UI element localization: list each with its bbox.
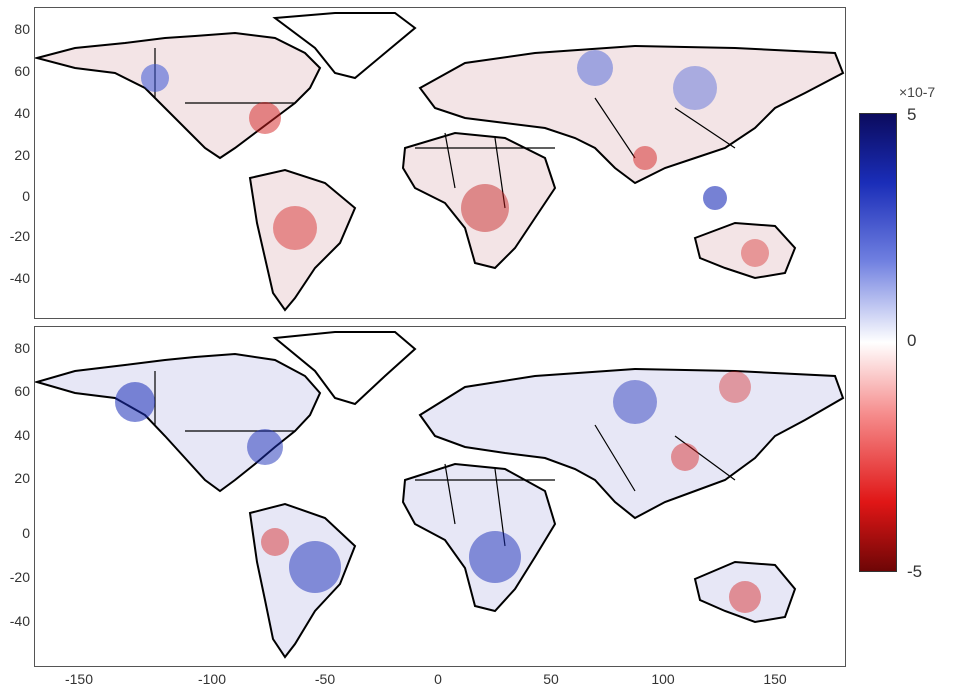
colorbar-min-label: -5	[907, 562, 923, 581]
greenland-landmass	[272, 12, 417, 80]
x-tick-label: 150	[763, 671, 787, 687]
top-map-anomaly-pattern	[141, 50, 769, 267]
y-tick-label: 60	[14, 383, 30, 399]
colorbar-max-label: 5	[907, 105, 917, 124]
x-tick-label: 100	[651, 671, 675, 687]
greenland-landmass	[272, 331, 417, 406]
x-tick-label: 50	[543, 671, 559, 687]
top-map-panel	[34, 7, 846, 319]
y-tick-label: 20	[14, 470, 30, 486]
eurasia-landmass	[418, 367, 845, 520]
y-tick-label: -20	[9, 228, 30, 244]
y-tick-label: 0	[22, 525, 30, 541]
colorbar	[859, 113, 897, 572]
bottom-map-svg	[35, 331, 845, 659]
north-america-landmass	[35, 31, 322, 160]
bottom-map-anomaly-pattern	[115, 371, 761, 613]
x-tick-label: 0	[434, 671, 442, 687]
bottom-map-panel	[34, 326, 846, 667]
y-tick-label: -20	[9, 569, 30, 585]
australia-landmass	[693, 221, 797, 280]
eurasia-landmass	[418, 44, 845, 185]
y-tick-label: 40	[14, 105, 30, 121]
africa-landmass	[401, 131, 557, 270]
colorbar-exponent-label: ×10-7	[899, 84, 936, 100]
south-america-landmass	[248, 168, 357, 312]
x-tick-label: -50	[314, 671, 336, 687]
x-tick-label: -150	[64, 671, 94, 687]
y-tick-label: 0	[22, 188, 30, 204]
y-tick-label: -40	[9, 613, 30, 629]
y-tick-label: -40	[9, 270, 30, 286]
top-map-svg	[35, 12, 845, 312]
north-america-landmass	[35, 352, 322, 493]
australia-landmass	[693, 560, 797, 624]
colorbar-mid-label: 0	[907, 331, 917, 350]
y-tick-label: 40	[14, 427, 30, 443]
y-tick-label: 20	[14, 147, 30, 163]
y-tick-label: 60	[14, 63, 30, 79]
y-tick-label: 80	[14, 340, 30, 356]
y-tick-label: 80	[14, 21, 30, 37]
x-tick-label: -100	[197, 671, 227, 687]
